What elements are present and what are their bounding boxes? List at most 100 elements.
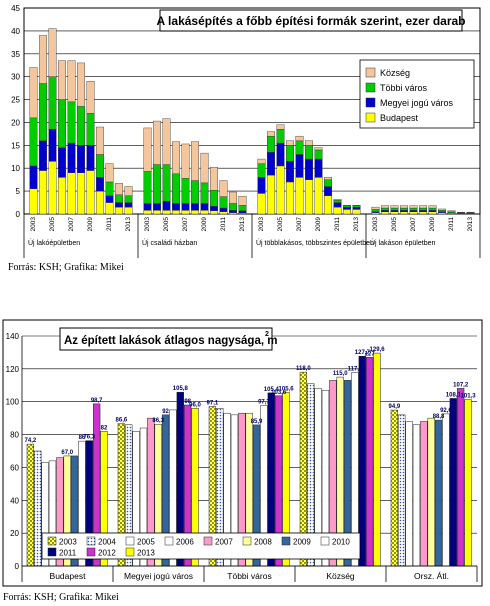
bar-segment [314, 158, 323, 178]
bar [442, 413, 450, 567]
y-tick-label: 0 [15, 562, 20, 571]
bar-segment [219, 211, 228, 215]
bar-segment [200, 203, 209, 211]
legend-swatch [164, 536, 174, 546]
bar [434, 419, 443, 567]
bar-segment [343, 209, 352, 215]
bar-segment [428, 211, 437, 215]
bar-segment [343, 206, 352, 210]
group-label: Új többlakásos, többszintes épületben [256, 238, 374, 247]
data-label: 103,6 [271, 390, 287, 396]
bar-segment [48, 28, 57, 77]
bar-segment [86, 170, 95, 215]
bar-segment [181, 143, 190, 179]
bar-segment [257, 193, 266, 215]
x-tick-label: 2013 [353, 217, 360, 232]
bar-segment [114, 202, 123, 208]
bar-segment [152, 210, 161, 215]
legend-label: 2008 [254, 538, 272, 547]
legend-swatch [242, 536, 252, 546]
bar [420, 421, 428, 567]
x-tick-label: 2007 [410, 217, 417, 232]
bar-segment [267, 131, 276, 137]
bar-segment [409, 210, 418, 212]
bar-segment [409, 207, 418, 211]
bar-segment [58, 177, 67, 215]
bar-segment [333, 202, 342, 208]
bar-segment [190, 210, 199, 215]
x-tick-label: 2009 [315, 217, 322, 232]
bar-segment [324, 186, 333, 196]
data-label: 117,8 [348, 366, 363, 372]
x-tick-label: 2005 [391, 217, 398, 232]
bar-segment [76, 106, 85, 146]
legend-swatch [86, 547, 96, 557]
data-label: 97,1 [207, 400, 219, 406]
bar-segment [305, 140, 314, 146]
bar-segment [381, 211, 390, 215]
bar-segment [400, 211, 409, 215]
bar-segment [39, 170, 48, 215]
legend-swatch [365, 97, 376, 108]
y-tick-label: 5 [16, 187, 21, 196]
bar-segment [86, 113, 95, 146]
data-label: 88,8 [433, 414, 445, 420]
x-tick-label: 2011 [106, 217, 113, 231]
bar-segment [228, 212, 237, 215]
bar-segment [305, 145, 314, 160]
bar-segment [305, 179, 314, 215]
legend-label: 2013 [137, 549, 155, 558]
group-label: Új lakáson épületben [370, 238, 435, 247]
data-label: 129,6 [370, 347, 386, 353]
bar-segment [257, 163, 266, 178]
bar-segment [190, 141, 199, 181]
bar-segment [105, 181, 114, 196]
legend-label: Budapest [380, 113, 419, 123]
y-tick-label: 0 [16, 210, 21, 219]
bar-segment [95, 190, 104, 215]
data-label: 101,3 [461, 394, 477, 400]
bar-segment [286, 161, 295, 183]
bar-segment [400, 205, 409, 209]
x-tick-label: 2009 [429, 217, 436, 232]
bar [373, 352, 381, 567]
bar [427, 417, 435, 567]
x-tick-label: 2011 [220, 217, 227, 231]
bar-segment [152, 203, 161, 211]
data-label: 82 [101, 425, 108, 431]
legend-label: 2010 [332, 538, 350, 547]
x-tick-label: 2003 [372, 217, 379, 232]
bar-segment [400, 207, 409, 211]
bar-segment [295, 154, 304, 178]
y-tick-label: 35 [11, 50, 20, 59]
bar-segment [333, 199, 342, 201]
bar-segment [48, 161, 57, 215]
bar-segment [438, 210, 447, 212]
x-tick-label: 2013 [125, 217, 132, 232]
bar-segment [286, 181, 295, 215]
x-category-label: Község [326, 571, 355, 581]
bar-segment [286, 145, 295, 162]
bar-segment [352, 205, 361, 208]
bar-segment [219, 196, 228, 209]
title-box [159, 9, 463, 32]
bar-segment [124, 195, 133, 203]
legend-label: Község [380, 68, 410, 78]
y-tick-label: 100 [6, 398, 20, 407]
bar-segment [238, 205, 247, 211]
x-tick-label: 2009 [201, 217, 208, 232]
bar-segment [447, 210, 456, 212]
bar-segment [352, 206, 361, 210]
data-label: 115,0 [333, 371, 348, 377]
title-box [59, 327, 273, 351]
bar-segment [286, 140, 295, 146]
bar-segment [76, 145, 85, 173]
bar-segment [29, 117, 38, 167]
y-tick-label: 80 [10, 431, 19, 440]
bar [405, 421, 413, 567]
bar-segment [124, 202, 133, 208]
legend-swatch [125, 536, 135, 546]
legend-label: Megyei jogú város [380, 98, 454, 108]
bar-segment [314, 147, 323, 151]
legend-swatch [320, 536, 330, 546]
